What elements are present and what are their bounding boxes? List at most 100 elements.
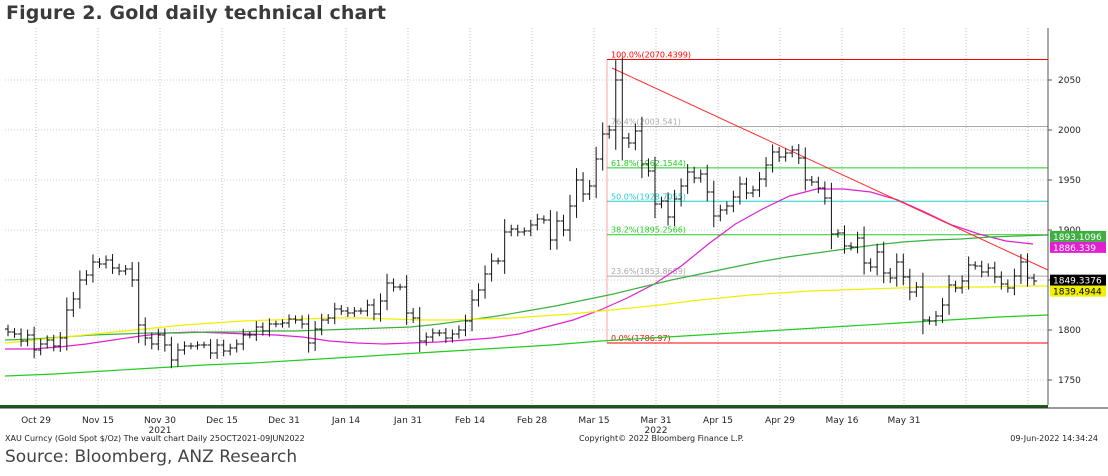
price-bar <box>416 307 423 352</box>
price-bar <box>998 271 1005 290</box>
figure-title: Figure 2. Gold daily technical chart <box>6 2 387 24</box>
ma-long-green-line <box>4 314 1049 377</box>
price-label-text: 1849.3376 <box>1053 277 1102 287</box>
price-label-box <box>1050 285 1106 297</box>
x-tick-label: Jan 14 <box>331 416 360 426</box>
price-bar <box>89 254 96 283</box>
price-label-box <box>1050 230 1106 242</box>
price-bar <box>932 311 939 326</box>
y-tick-label: 1800 <box>1058 326 1081 336</box>
price-bars <box>5 57 1037 369</box>
x-tick-label: Dec 31 <box>268 416 300 426</box>
price-bar <box>63 297 70 351</box>
fib-label: 23.6%(1853.8689) <box>611 267 686 276</box>
price-bar <box>50 334 57 352</box>
price-bar <box>952 280 959 293</box>
price-bar <box>697 169 704 183</box>
price-bar <box>1024 253 1031 287</box>
price-bar <box>201 341 208 349</box>
price-bar <box>174 343 181 367</box>
price-bar <box>991 261 998 284</box>
price-bar <box>318 313 325 336</box>
price-bar <box>508 224 515 237</box>
chart-grid <box>5 28 1048 405</box>
price-bar <box>70 292 77 317</box>
price-bar <box>946 275 953 315</box>
price-bar <box>24 329 31 347</box>
price-bar <box>11 328 18 338</box>
price-bar <box>495 257 502 265</box>
price-bar <box>482 265 489 299</box>
price-bar <box>978 260 985 278</box>
ma-yellow-line <box>4 285 1048 344</box>
year-label: 2021 <box>149 426 172 436</box>
price-bar <box>325 314 332 324</box>
price-bar <box>181 341 188 355</box>
price-bar <box>880 241 887 284</box>
price-bar <box>292 315 299 324</box>
price-bar <box>442 328 449 343</box>
y-tick-label: 2000 <box>1058 126 1081 136</box>
price-bar <box>109 254 116 274</box>
price-bar <box>651 156 658 219</box>
chart-axes <box>0 28 1108 409</box>
price-bar <box>678 178 685 207</box>
price-bar <box>560 214 567 237</box>
price-bar <box>44 335 51 349</box>
fib-label: 38.2%(1895.2566) <box>611 226 686 235</box>
price-bar <box>436 329 443 337</box>
year-label: 2022 <box>645 426 668 436</box>
price-bar <box>756 172 763 197</box>
price-bar <box>749 185 756 198</box>
price-bar <box>567 194 574 242</box>
x-axis-labels: Oct 29 Nov 15 Nov 30 Dec 15 Dec 31 Jan 14 Jan … <box>21 416 920 436</box>
x-tick-label: May 16 <box>826 416 859 426</box>
price-bar <box>37 338 44 356</box>
x-tick-label: Nov 15 <box>82 416 114 426</box>
price-bar <box>148 332 155 350</box>
price-bar <box>194 341 201 350</box>
price-bar <box>854 231 861 254</box>
price-bar <box>187 342 194 350</box>
price-bar <box>893 253 900 287</box>
price-bar <box>887 268 894 283</box>
price-bar <box>972 261 979 270</box>
price-bar <box>246 331 253 339</box>
price-bar <box>227 343 234 356</box>
price-bar <box>279 319 286 328</box>
price-bar <box>305 314 312 353</box>
price-bar <box>841 225 848 254</box>
x-tick-label: Mar 15 <box>578 416 609 426</box>
x-tick-label: Oct 29 <box>21 416 51 426</box>
price-bar <box>815 176 822 194</box>
price-bar <box>913 282 920 297</box>
x-tick-label: Apr 29 <box>765 416 795 426</box>
price-bar <box>900 253 907 286</box>
price-bar <box>364 299 371 317</box>
price-bar <box>665 192 672 226</box>
price-bar <box>259 322 266 336</box>
price-bar <box>253 321 260 341</box>
y-tick-label: 1750 <box>1058 376 1081 386</box>
x-tick-label: Jan 31 <box>393 416 422 426</box>
price-bar <box>547 210 554 250</box>
price-bar <box>606 125 613 139</box>
price-bar <box>867 258 874 272</box>
price-bar <box>919 272 926 335</box>
price-bar <box>299 315 306 329</box>
footer-copyright: Copyright© 2022 Bloomberg Finance L.P. <box>579 434 744 443</box>
price-bar <box>135 261 142 344</box>
price-bar <box>861 226 868 275</box>
price-bar <box>455 325 462 339</box>
price-bar <box>1011 268 1018 296</box>
price-bar <box>736 176 743 205</box>
price-bar <box>763 157 770 187</box>
price-bar <box>684 164 691 194</box>
price-bar <box>959 275 966 294</box>
price-bar <box>808 176 815 186</box>
price-bar <box>723 201 730 215</box>
price-bar <box>357 307 364 315</box>
price-bar <box>710 180 717 228</box>
x-tick-label: Mar 31 <box>640 416 671 426</box>
